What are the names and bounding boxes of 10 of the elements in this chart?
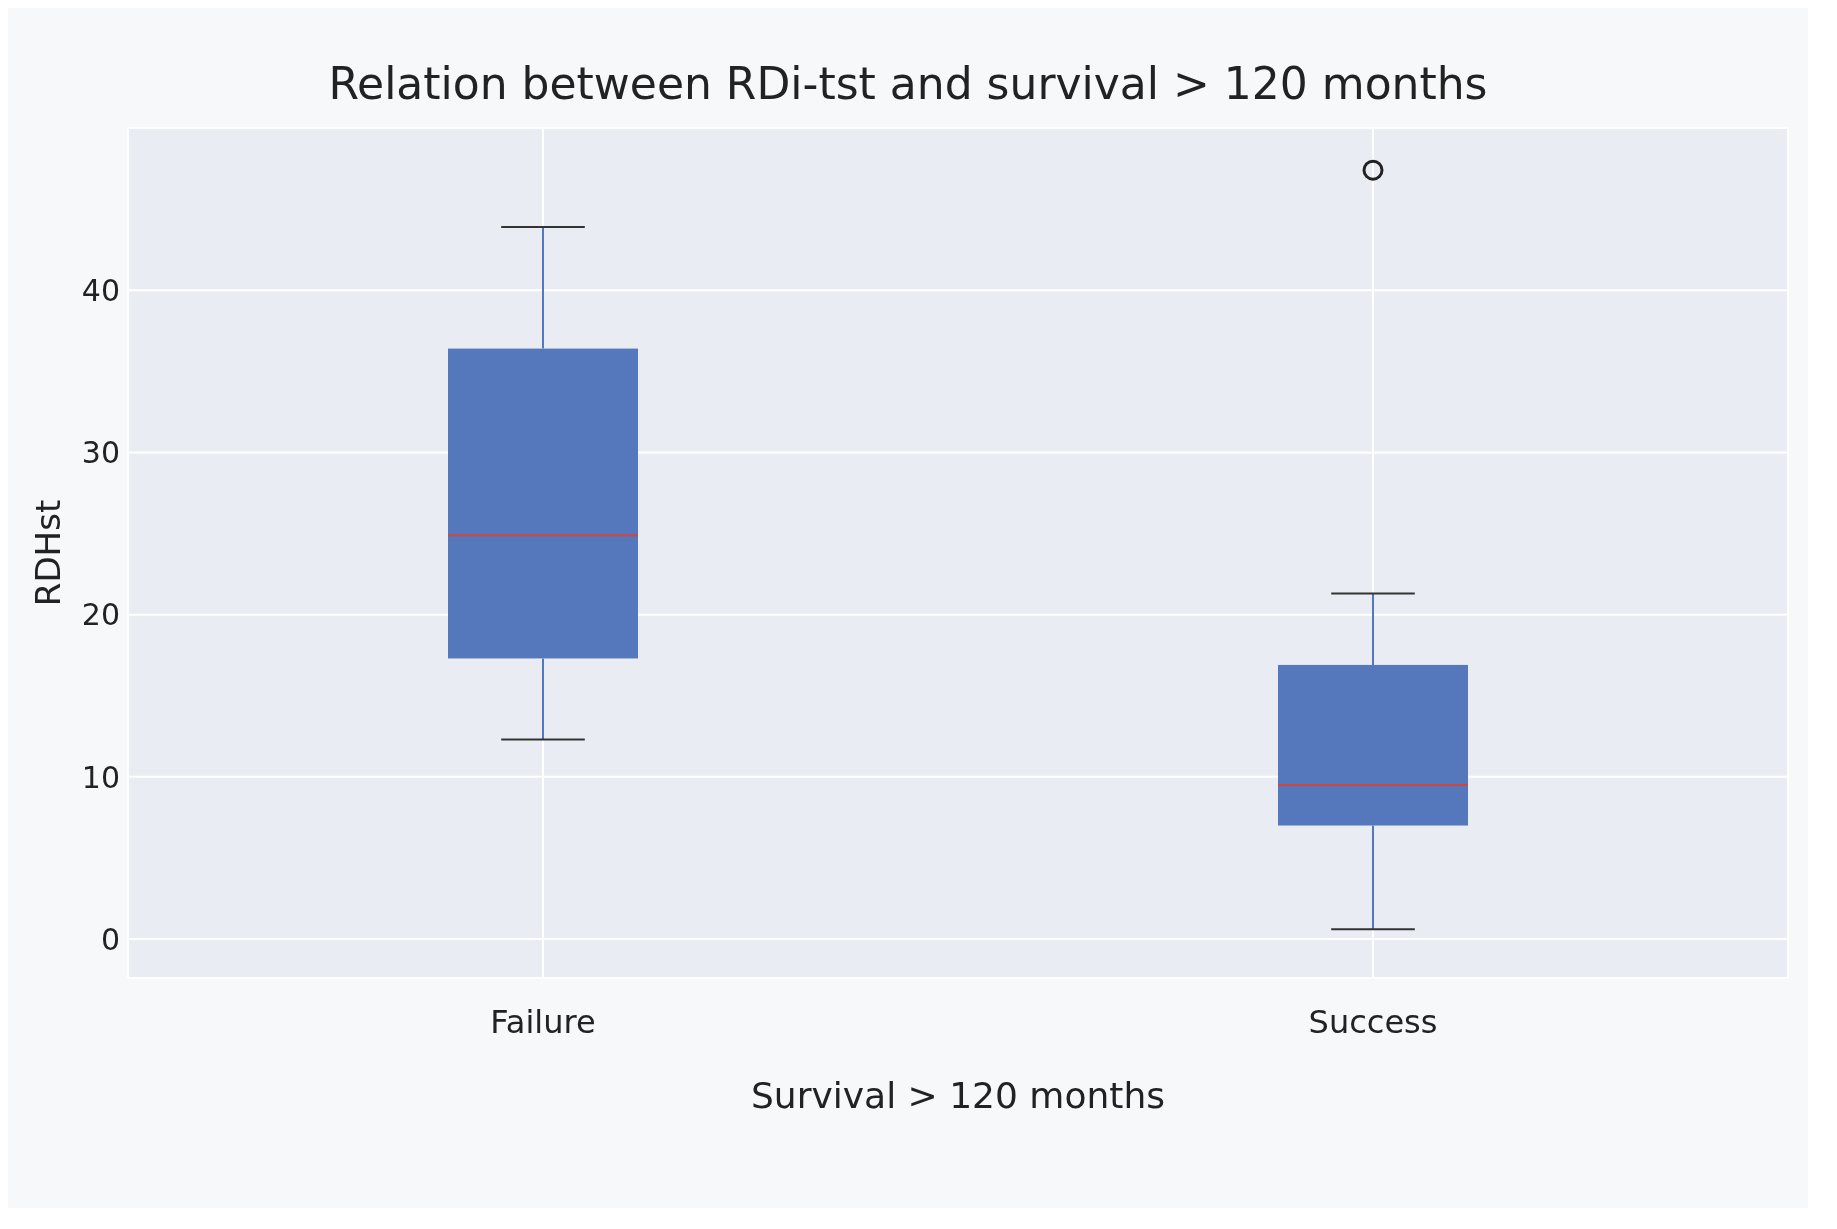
y-tick-label: 20	[81, 597, 120, 633]
y-axis-title: RDHst	[28, 499, 69, 607]
chart-title: Relation between RDi-tst and survival > 120 months	[327, 58, 1489, 109]
x-axis-title: Survival > 120 months	[751, 1075, 1165, 1116]
y-tick-label: 0	[100, 921, 120, 957]
x-tick-label: Failure	[490, 1002, 596, 1041]
y-tick-label: 10	[81, 759, 120, 795]
y-tick-label: 40	[81, 272, 120, 308]
x-tick-label: Success	[1308, 1002, 1438, 1041]
y-tick-label: 30	[81, 435, 120, 471]
